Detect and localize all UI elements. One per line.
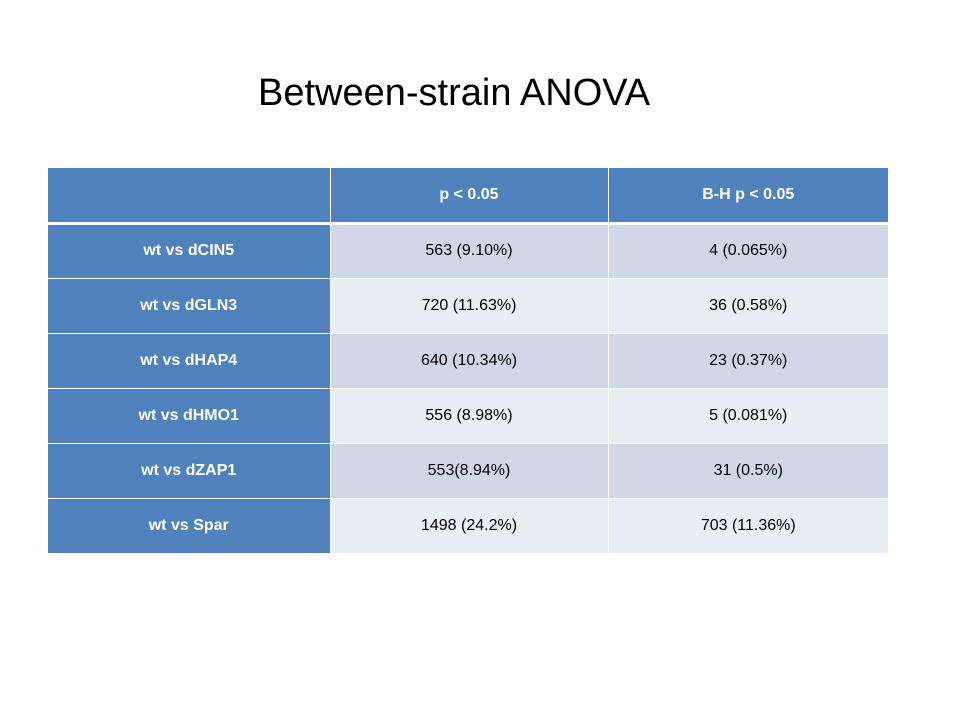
slide-title: Between-strain ANOVA — [258, 72, 651, 114]
p-value-cell: 640 (10.34%) — [330, 333, 609, 389]
bh-value-cell: 36 (0.58%) — [608, 278, 888, 334]
bh-value-cell: 23 (0.37%) — [608, 333, 888, 389]
p-value-cell: 1498 (24.2%) — [330, 498, 609, 553]
row-label: wt vs dCIN5 — [48, 223, 331, 279]
table-row: wt vs dCIN5 563 (9.10%) 4 (0.065%) — [48, 223, 888, 279]
table-row: wt vs Spar 1498 (24.2%) 703 (11.36%) — [48, 498, 888, 553]
bh-value-cell: 31 (0.5%) — [608, 443, 888, 499]
header-cell-p: p < 0.05 — [330, 168, 609, 225]
p-value-cell: 720 (11.63%) — [330, 278, 609, 334]
table-header-row: p < 0.05 B-H p < 0.05 — [48, 168, 888, 225]
row-label: wt vs dGLN3 — [48, 278, 331, 334]
results-table: p < 0.05 B-H p < 0.05 wt vs dCIN5 563 (9… — [48, 168, 888, 553]
p-value-cell: 556 (8.98%) — [330, 388, 609, 444]
header-cell-empty — [48, 168, 331, 225]
row-label: wt vs dHMO1 — [48, 388, 331, 444]
header-cell-bh: B-H p < 0.05 — [608, 168, 888, 225]
bh-value-cell: 4 (0.065%) — [608, 223, 888, 279]
row-label: wt vs Spar — [48, 498, 331, 553]
p-value-cell: 563 (9.10%) — [330, 223, 609, 279]
table-row: wt vs dHAP4 640 (10.34%) 23 (0.37%) — [48, 333, 888, 389]
table-row: wt vs dHMO1 556 (8.98%) 5 (0.081%) — [48, 388, 888, 444]
bh-value-cell: 703 (11.36%) — [608, 498, 888, 553]
row-label: wt vs dZAP1 — [48, 443, 331, 499]
row-label: wt vs dHAP4 — [48, 333, 331, 389]
bh-value-cell: 5 (0.081%) — [608, 388, 888, 444]
p-value-cell: 553(8.94%) — [330, 443, 609, 499]
table-row: wt vs dGLN3 720 (11.63%) 36 (0.58%) — [48, 278, 888, 334]
table-row: wt vs dZAP1 553(8.94%) 31 (0.5%) — [48, 443, 888, 499]
